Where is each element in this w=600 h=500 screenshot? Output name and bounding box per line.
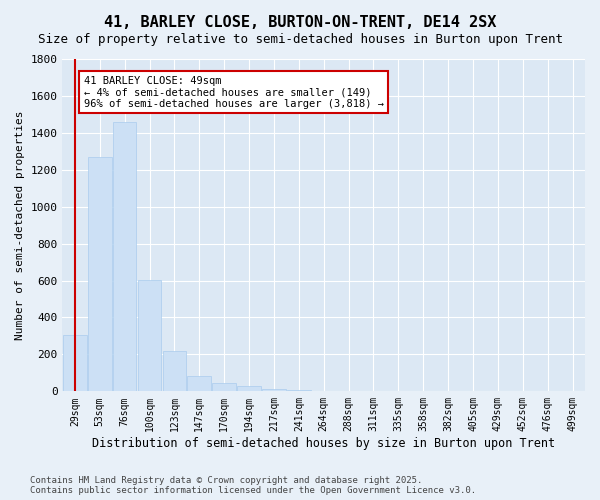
Bar	[262, 388, 286, 392]
Text: Size of property relative to semi-detached houses in Burton upon Trent: Size of property relative to semi-detach…	[37, 32, 563, 46]
Text: 41, BARLEY CLOSE, BURTON-ON-TRENT, DE14 2SX: 41, BARLEY CLOSE, BURTON-ON-TRENT, DE14 …	[104, 15, 496, 30]
Y-axis label: Number of semi-detached properties: Number of semi-detached properties	[15, 110, 25, 340]
Bar	[212, 383, 236, 392]
Bar	[137, 280, 161, 392]
Bar	[88, 157, 112, 392]
X-axis label: Distribution of semi-detached houses by size in Burton upon Trent: Distribution of semi-detached houses by …	[92, 437, 555, 450]
Bar	[312, 391, 335, 392]
Text: 41 BARLEY CLOSE: 49sqm
← 4% of semi-detached houses are smaller (149)
96% of sem: 41 BARLEY CLOSE: 49sqm ← 4% of semi-deta…	[83, 76, 383, 109]
Bar	[63, 335, 86, 392]
Bar	[163, 350, 186, 392]
Bar	[113, 122, 136, 392]
Bar	[287, 390, 311, 392]
Bar	[237, 386, 261, 392]
Bar	[187, 376, 211, 392]
Text: Contains HM Land Registry data © Crown copyright and database right 2025.
Contai: Contains HM Land Registry data © Crown c…	[30, 476, 476, 495]
